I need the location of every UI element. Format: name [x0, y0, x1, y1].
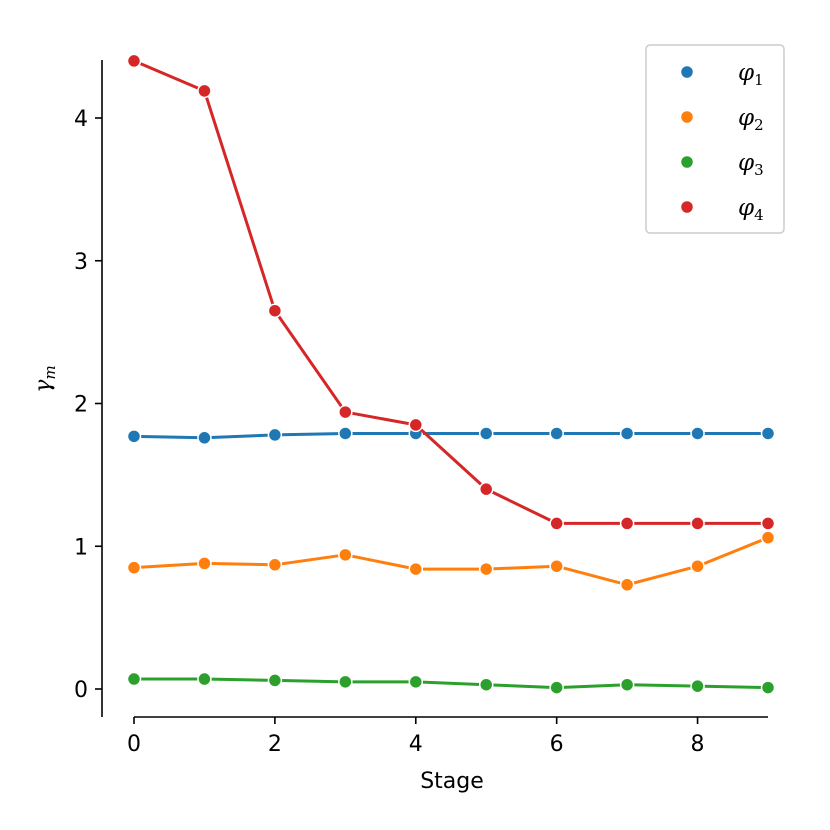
data-point — [126, 671, 142, 687]
data-point — [478, 481, 494, 497]
y-tick-label: 2 — [74, 393, 88, 418]
x-tick-label: 4 — [409, 732, 423, 757]
y-tick-label: 4 — [74, 107, 88, 132]
legend-label-main: φ — [738, 150, 755, 176]
legend-marker — [679, 199, 695, 215]
y-tick-label: 1 — [74, 535, 88, 560]
data-point — [338, 404, 353, 420]
data-point — [126, 429, 142, 444]
y-axis-label-sub: m — [41, 365, 59, 379]
data-point — [760, 516, 776, 531]
series-1 — [126, 426, 776, 446]
series-line — [133, 536, 769, 587]
legend-marker — [679, 154, 695, 170]
data-point — [760, 530, 776, 545]
data-point — [549, 558, 564, 574]
legend-label: φ4 — [738, 195, 764, 224]
data-point — [408, 417, 424, 433]
x-tick-label: 2 — [268, 732, 282, 757]
data-point — [478, 426, 494, 441]
series-2 — [126, 530, 776, 593]
data-point — [690, 558, 705, 574]
x-tick-label: 0 — [127, 732, 141, 757]
data-point — [267, 557, 283, 573]
data-point — [197, 83, 212, 99]
data-point — [197, 671, 212, 687]
data-point — [619, 577, 635, 593]
legend-label: φ3 — [738, 150, 764, 179]
series-line — [133, 59, 768, 525]
data-point — [549, 516, 564, 531]
plot-area — [126, 53, 776, 695]
legend-label-sub: 3 — [754, 161, 764, 179]
data-point — [267, 427, 283, 443]
data-point — [549, 426, 564, 441]
data-point — [619, 426, 635, 441]
x-tick-label: 8 — [691, 732, 705, 757]
data-point — [197, 430, 212, 446]
legend-label-sub: 2 — [754, 116, 764, 134]
legend-label: φ1 — [738, 60, 764, 89]
data-point — [338, 426, 353, 441]
x-tick-label: 6 — [550, 732, 564, 757]
y-axis-label: γm — [31, 365, 59, 392]
axes: 0 2 4 6 8 0 1 2 3 4 — [74, 60, 768, 757]
data-point — [408, 561, 424, 577]
legend-label-sub: 1 — [754, 71, 764, 89]
data-point — [478, 561, 494, 577]
legend-label-main: φ — [738, 60, 755, 86]
legend-label-main: φ — [738, 195, 755, 221]
legend-label-sub: 4 — [754, 206, 764, 224]
data-point — [549, 680, 564, 695]
data-point — [619, 677, 635, 692]
data-point — [478, 677, 494, 692]
series-4 — [126, 53, 776, 531]
series-3 — [126, 671, 776, 695]
data-point — [690, 678, 705, 694]
data-point — [338, 674, 353, 690]
data-point — [126, 560, 142, 575]
data-point — [267, 673, 283, 688]
data-point — [619, 516, 635, 531]
y-axis-label-main: γ — [31, 379, 56, 393]
data-point — [408, 674, 424, 690]
data-point — [267, 303, 283, 318]
series-line — [133, 431, 768, 440]
data-point — [197, 556, 212, 571]
y-tick-label: 0 — [74, 678, 88, 703]
legend-marker — [679, 64, 695, 80]
legend-frame — [645, 44, 785, 234]
y-tick-label: 3 — [74, 250, 88, 275]
data-point — [338, 547, 353, 563]
x-axis-label: Stage — [420, 769, 484, 794]
data-point — [690, 426, 705, 441]
data-point — [126, 53, 142, 69]
legend-marker — [679, 109, 695, 125]
data-point — [760, 680, 776, 695]
legend-label: φ2 — [738, 105, 764, 134]
data-point — [760, 426, 776, 441]
series-line — [134, 677, 769, 690]
data-point — [690, 516, 705, 531]
legend-label-main: φ — [738, 105, 755, 131]
